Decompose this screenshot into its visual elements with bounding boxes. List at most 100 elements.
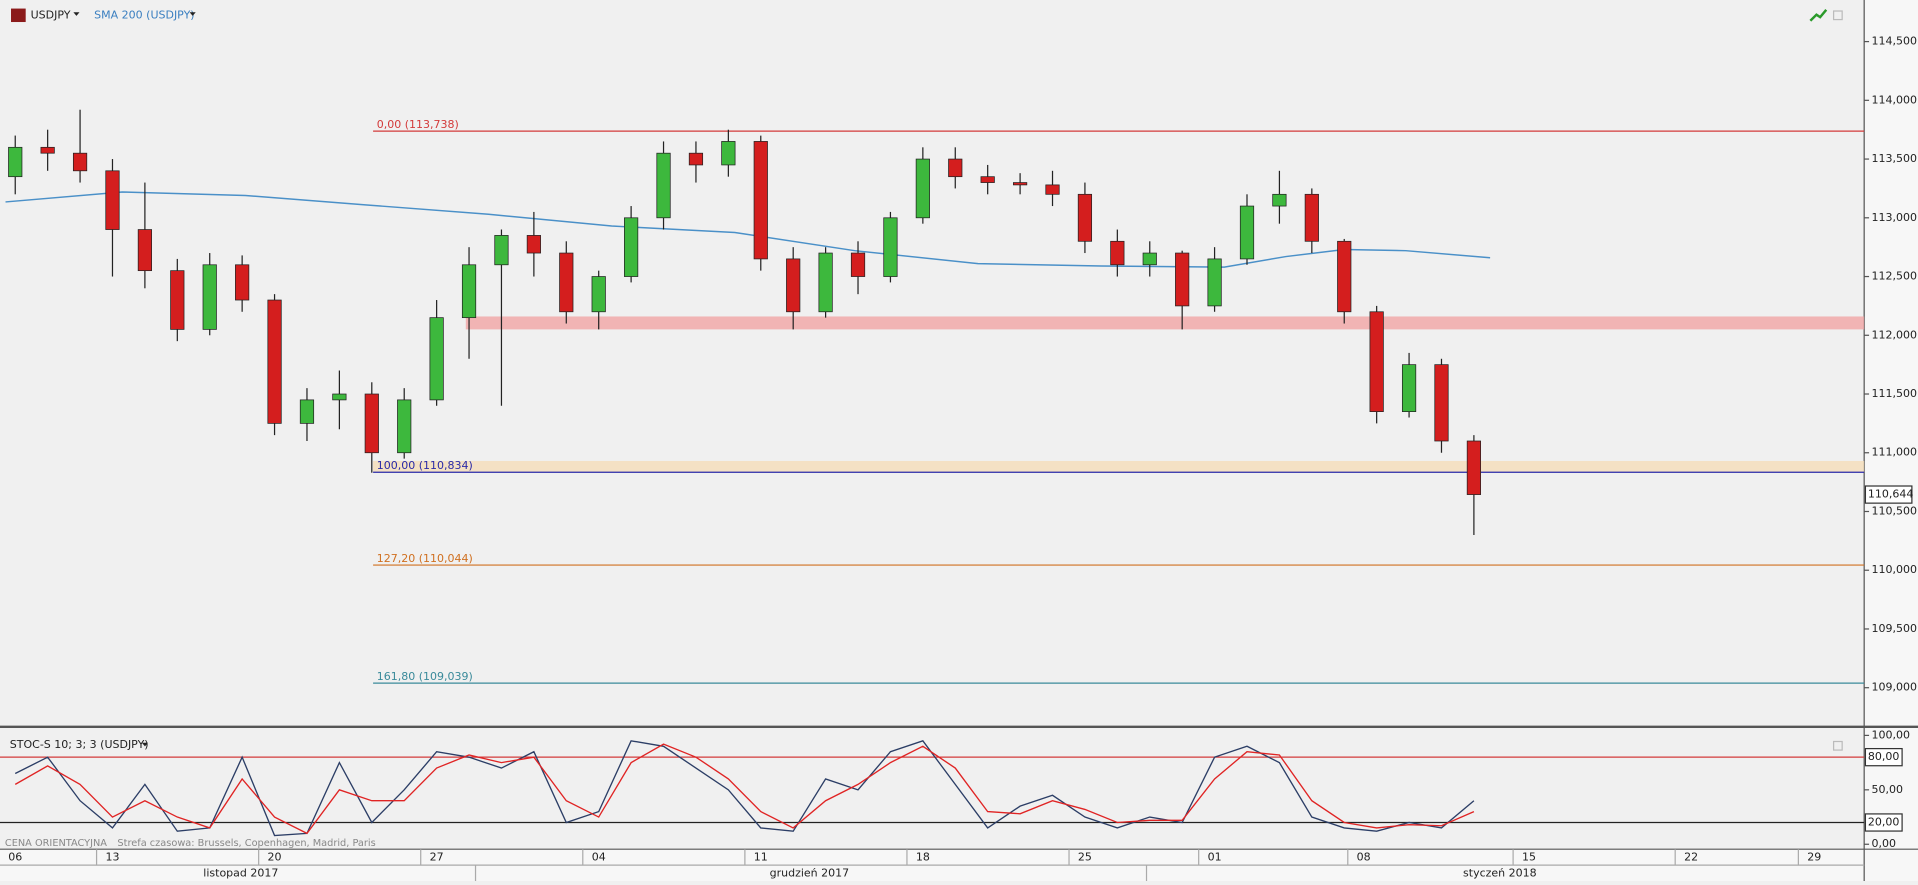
candle-body <box>721 141 736 166</box>
candle-body <box>980 176 995 183</box>
last-price-box <box>1864 485 1913 504</box>
x-tick-label: 29 <box>1807 851 1821 864</box>
candle-body <box>624 217 639 277</box>
y-tick-label: 112,000 <box>1872 328 1917 341</box>
stochastic-title[interactable]: STOC-S 10; 3; 3 (USDJPY) <box>10 738 149 751</box>
candle-body <box>786 258 801 313</box>
candle-body <box>429 317 444 401</box>
candle-body <box>1175 252 1190 307</box>
sma-line <box>5 191 1491 268</box>
window-button[interactable] <box>1832 10 1843 21</box>
y-tick-label: 109,500 <box>1872 622 1917 635</box>
y-tick-label: 50,00 <box>1872 783 1903 796</box>
x-tick-label: 11 <box>754 851 768 864</box>
symbol-icon <box>11 8 26 23</box>
candle-body <box>1304 193 1319 242</box>
candle-body <box>591 276 606 313</box>
candle-body <box>1110 240 1125 266</box>
candle-body <box>1401 364 1417 413</box>
window-button[interactable] <box>1832 740 1843 751</box>
candle-body <box>1207 258 1222 307</box>
y-tick-label: 112,500 <box>1872 270 1917 283</box>
stochastic-line <box>14 740 1475 837</box>
indicator-name[interactable]: SMA 200 (USDJPY) <box>94 8 194 21</box>
last-price-label: 110,644 <box>1868 488 1913 501</box>
level-label: 80,00 <box>1868 750 1899 763</box>
candle-body <box>1272 193 1287 207</box>
price-axis-area <box>1864 0 1918 850</box>
y-tick-label: 110,500 <box>1872 504 1917 517</box>
x-tick-label: 06 <box>8 851 22 864</box>
candle-body <box>494 235 509 266</box>
zone <box>465 316 1865 330</box>
dropdown-arrow[interactable] <box>73 12 80 16</box>
candle-body <box>559 252 574 313</box>
candle-body <box>850 252 866 277</box>
candle-body <box>332 393 347 401</box>
candle-body <box>170 270 185 330</box>
x-tick-label: 22 <box>1684 851 1698 864</box>
candle-body <box>688 152 704 166</box>
candle-body <box>40 146 55 154</box>
candle-body <box>299 399 315 424</box>
fib-label: 161,80 (109,039) <box>377 670 473 683</box>
candle-body <box>656 152 671 219</box>
candle-body <box>267 299 282 424</box>
candle-body <box>364 393 379 454</box>
candle-body <box>1239 205 1255 260</box>
candle-body <box>818 252 833 313</box>
x-tick-label: 15 <box>1522 851 1536 864</box>
month-label: listopad 2017 <box>203 867 278 880</box>
y-tick-label: 111,000 <box>1872 446 1917 459</box>
y-tick-label: 113,500 <box>1872 152 1917 165</box>
x-tick-label: 13 <box>105 851 119 864</box>
x-tick-label: 25 <box>1078 851 1092 864</box>
trend-icon[interactable] <box>1809 9 1828 22</box>
candle-body <box>8 146 23 178</box>
candle-body <box>1013 182 1028 186</box>
y-tick-label: 114,000 <box>1872 93 1917 106</box>
month-label: styczeń 2018 <box>1463 867 1537 880</box>
month-label: grudzień 2017 <box>770 867 850 880</box>
y-tick-label: 113,000 <box>1872 211 1917 224</box>
y-tick-label: 109,000 <box>1872 681 1917 694</box>
candle-body <box>1337 240 1352 313</box>
candle-body <box>235 264 250 301</box>
fib-label: 100,00 (110,834) <box>377 459 473 472</box>
y-tick-label: 100,00 <box>1872 728 1910 741</box>
candle-body <box>753 141 768 260</box>
symbol[interactable]: USDJPY <box>31 8 71 21</box>
candle-body <box>397 399 412 454</box>
candle-body <box>1077 193 1093 242</box>
stochastic-line <box>14 743 1475 835</box>
dropdown-arrow[interactable] <box>189 12 196 16</box>
timezone-note: Strefa czasowa: Brussels, Copenhagen, Ma… <box>117 838 375 849</box>
y-tick-label: 114,500 <box>1872 35 1917 48</box>
zone <box>373 460 1865 473</box>
level-box <box>1864 747 1903 767</box>
candle-body <box>1369 311 1384 413</box>
candle-body <box>1466 440 1481 495</box>
fib-label: 0,00 (113,738) <box>377 118 459 131</box>
y-tick-label: 110,000 <box>1872 563 1917 576</box>
candle-body <box>1045 184 1060 195</box>
dropdown-arrow[interactable] <box>141 742 149 747</box>
candle-body <box>72 152 88 172</box>
x-tick-label: 01 <box>1208 851 1222 864</box>
candle-body <box>915 158 930 219</box>
candle-body <box>137 229 152 272</box>
candle-body <box>1142 252 1157 266</box>
y-tick-label: 0,00 <box>1872 837 1896 850</box>
candle-body <box>948 158 963 178</box>
candle-body <box>1434 364 1449 442</box>
level-label: 20,00 <box>1868 815 1899 828</box>
candle-body <box>461 264 477 319</box>
x-tick-label: 08 <box>1357 851 1371 864</box>
candle-body <box>883 217 898 277</box>
fib-label: 127,20 (110,044) <box>377 552 473 565</box>
x-tick-label: 20 <box>268 851 282 864</box>
x-tick-label: 04 <box>592 851 606 864</box>
candle-body <box>526 235 541 254</box>
